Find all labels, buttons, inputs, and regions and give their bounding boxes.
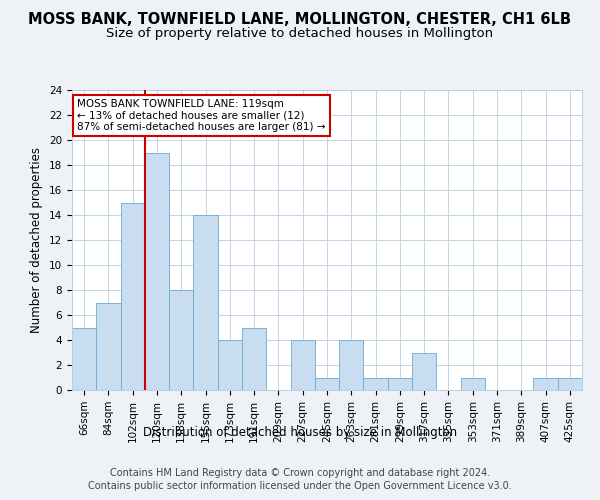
Text: Distribution of detached houses by size in Mollington: Distribution of detached houses by size … <box>143 426 457 439</box>
Bar <box>193 215 218 390</box>
Bar <box>121 202 145 390</box>
Bar <box>533 378 558 390</box>
Bar <box>315 378 339 390</box>
Bar <box>218 340 242 390</box>
Bar <box>242 328 266 390</box>
Bar <box>412 352 436 390</box>
Bar <box>290 340 315 390</box>
Bar <box>461 378 485 390</box>
Bar <box>558 378 582 390</box>
Bar <box>72 328 96 390</box>
Bar <box>388 378 412 390</box>
Text: MOSS BANK TOWNFIELD LANE: 119sqm
← 13% of detached houses are smaller (12)
87% o: MOSS BANK TOWNFIELD LANE: 119sqm ← 13% o… <box>77 99 326 132</box>
Y-axis label: Number of detached properties: Number of detached properties <box>31 147 43 333</box>
Text: Contains HM Land Registry data © Crown copyright and database right 2024.: Contains HM Land Registry data © Crown c… <box>110 468 490 477</box>
Bar <box>339 340 364 390</box>
Text: Size of property relative to detached houses in Mollington: Size of property relative to detached ho… <box>106 28 494 40</box>
Bar <box>145 152 169 390</box>
Bar <box>169 290 193 390</box>
Text: MOSS BANK, TOWNFIELD LANE, MOLLINGTON, CHESTER, CH1 6LB: MOSS BANK, TOWNFIELD LANE, MOLLINGTON, C… <box>29 12 571 28</box>
Bar <box>364 378 388 390</box>
Text: Contains public sector information licensed under the Open Government Licence v3: Contains public sector information licen… <box>88 481 512 491</box>
Bar <box>96 302 121 390</box>
